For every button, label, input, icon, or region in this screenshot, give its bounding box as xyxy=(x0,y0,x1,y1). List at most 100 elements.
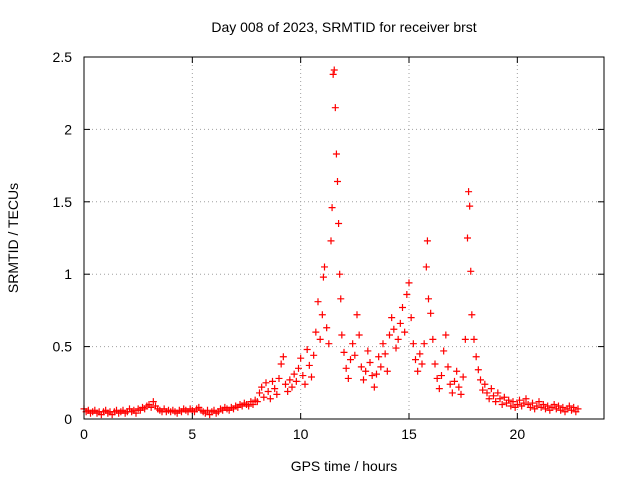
data-point xyxy=(323,324,331,332)
data-point xyxy=(423,237,431,245)
chart-title: Day 008 of 2023, SRMTID for receiver brs… xyxy=(211,19,476,35)
data-point xyxy=(409,340,417,348)
data-point xyxy=(303,345,311,353)
data-point xyxy=(433,374,441,382)
data-point xyxy=(455,383,463,391)
data-point xyxy=(544,402,552,410)
x-tick-label: 0 xyxy=(80,426,88,442)
data-point xyxy=(381,350,389,358)
data-point xyxy=(277,360,285,368)
data-point xyxy=(470,335,478,343)
y-tick-label: 2 xyxy=(64,121,72,137)
data-point xyxy=(500,393,508,401)
data-point xyxy=(310,351,318,359)
data-point xyxy=(394,335,402,343)
data-point xyxy=(329,70,337,78)
plot-frame xyxy=(83,56,605,420)
data-point xyxy=(574,405,582,413)
data-point xyxy=(301,380,309,388)
data-point xyxy=(459,373,467,381)
data-point xyxy=(342,364,350,372)
data-point xyxy=(565,402,573,410)
y-tick-label: 0.5 xyxy=(53,339,73,355)
data-point xyxy=(297,354,305,362)
data-point xyxy=(258,383,266,391)
data-point xyxy=(466,202,474,210)
data-point xyxy=(360,376,367,384)
data-point xyxy=(479,386,487,394)
data-point xyxy=(386,331,393,339)
data-point xyxy=(275,374,283,382)
data-point xyxy=(373,370,380,378)
data-point xyxy=(446,380,454,388)
data-point xyxy=(256,389,263,397)
x-tick-label: 20 xyxy=(510,426,526,442)
y-axis-title: SRMTID / TECUs xyxy=(5,183,21,293)
data-point xyxy=(344,374,352,382)
data-point xyxy=(269,377,276,385)
data-point xyxy=(312,328,320,336)
data-point xyxy=(444,363,452,371)
data-point xyxy=(262,379,270,387)
data-point xyxy=(364,347,372,355)
x-axis-title: GPS time / hours xyxy=(291,458,398,474)
data-point xyxy=(271,385,279,393)
data-point xyxy=(245,402,253,410)
y-tick-label: 2.5 xyxy=(53,49,73,65)
grid-layer xyxy=(84,57,604,419)
data-point xyxy=(422,263,430,271)
data-point xyxy=(147,403,155,411)
data-point xyxy=(318,311,326,319)
data-point xyxy=(260,393,268,401)
data-point xyxy=(328,204,336,212)
data-point xyxy=(442,331,450,339)
data-point xyxy=(498,401,506,409)
data-point xyxy=(509,398,517,406)
data-point xyxy=(396,319,404,327)
data-point xyxy=(362,367,370,375)
data-point xyxy=(425,295,432,303)
data-point xyxy=(392,344,400,352)
data-point xyxy=(529,399,536,407)
x-tick-label: 5 xyxy=(188,426,196,442)
x-tick-label: 10 xyxy=(293,426,309,442)
y-tick-label: 1 xyxy=(64,266,72,282)
data-point xyxy=(403,290,411,298)
data-point xyxy=(494,389,502,397)
x-tick-label: 15 xyxy=(401,426,417,442)
data-point xyxy=(375,353,383,361)
data-point xyxy=(273,390,281,398)
data-point xyxy=(353,311,361,319)
data-point xyxy=(401,328,409,336)
data-point xyxy=(335,220,343,228)
data-point xyxy=(526,403,534,411)
data-point xyxy=(338,331,346,339)
data-point xyxy=(555,402,562,410)
data-point xyxy=(334,178,341,186)
data-point xyxy=(507,402,515,410)
data-point xyxy=(340,348,348,356)
data-point xyxy=(420,340,428,348)
data-point xyxy=(539,401,547,409)
data-point xyxy=(357,363,365,371)
data-point xyxy=(132,409,140,417)
data-point xyxy=(331,104,339,112)
data-point xyxy=(355,331,363,339)
data-point xyxy=(505,396,513,404)
data-point xyxy=(337,295,345,303)
data-point xyxy=(299,372,307,380)
data-point xyxy=(316,335,324,343)
data-point xyxy=(429,335,437,343)
data-point xyxy=(464,234,471,242)
data-point xyxy=(347,356,354,364)
data-point xyxy=(370,383,378,391)
data-point xyxy=(483,389,491,397)
data-point xyxy=(332,150,340,158)
data-point xyxy=(472,353,480,361)
data-point xyxy=(266,395,274,403)
data-point xyxy=(407,314,415,322)
data-point xyxy=(253,398,261,406)
data-point xyxy=(448,389,456,397)
data-point xyxy=(427,309,435,317)
